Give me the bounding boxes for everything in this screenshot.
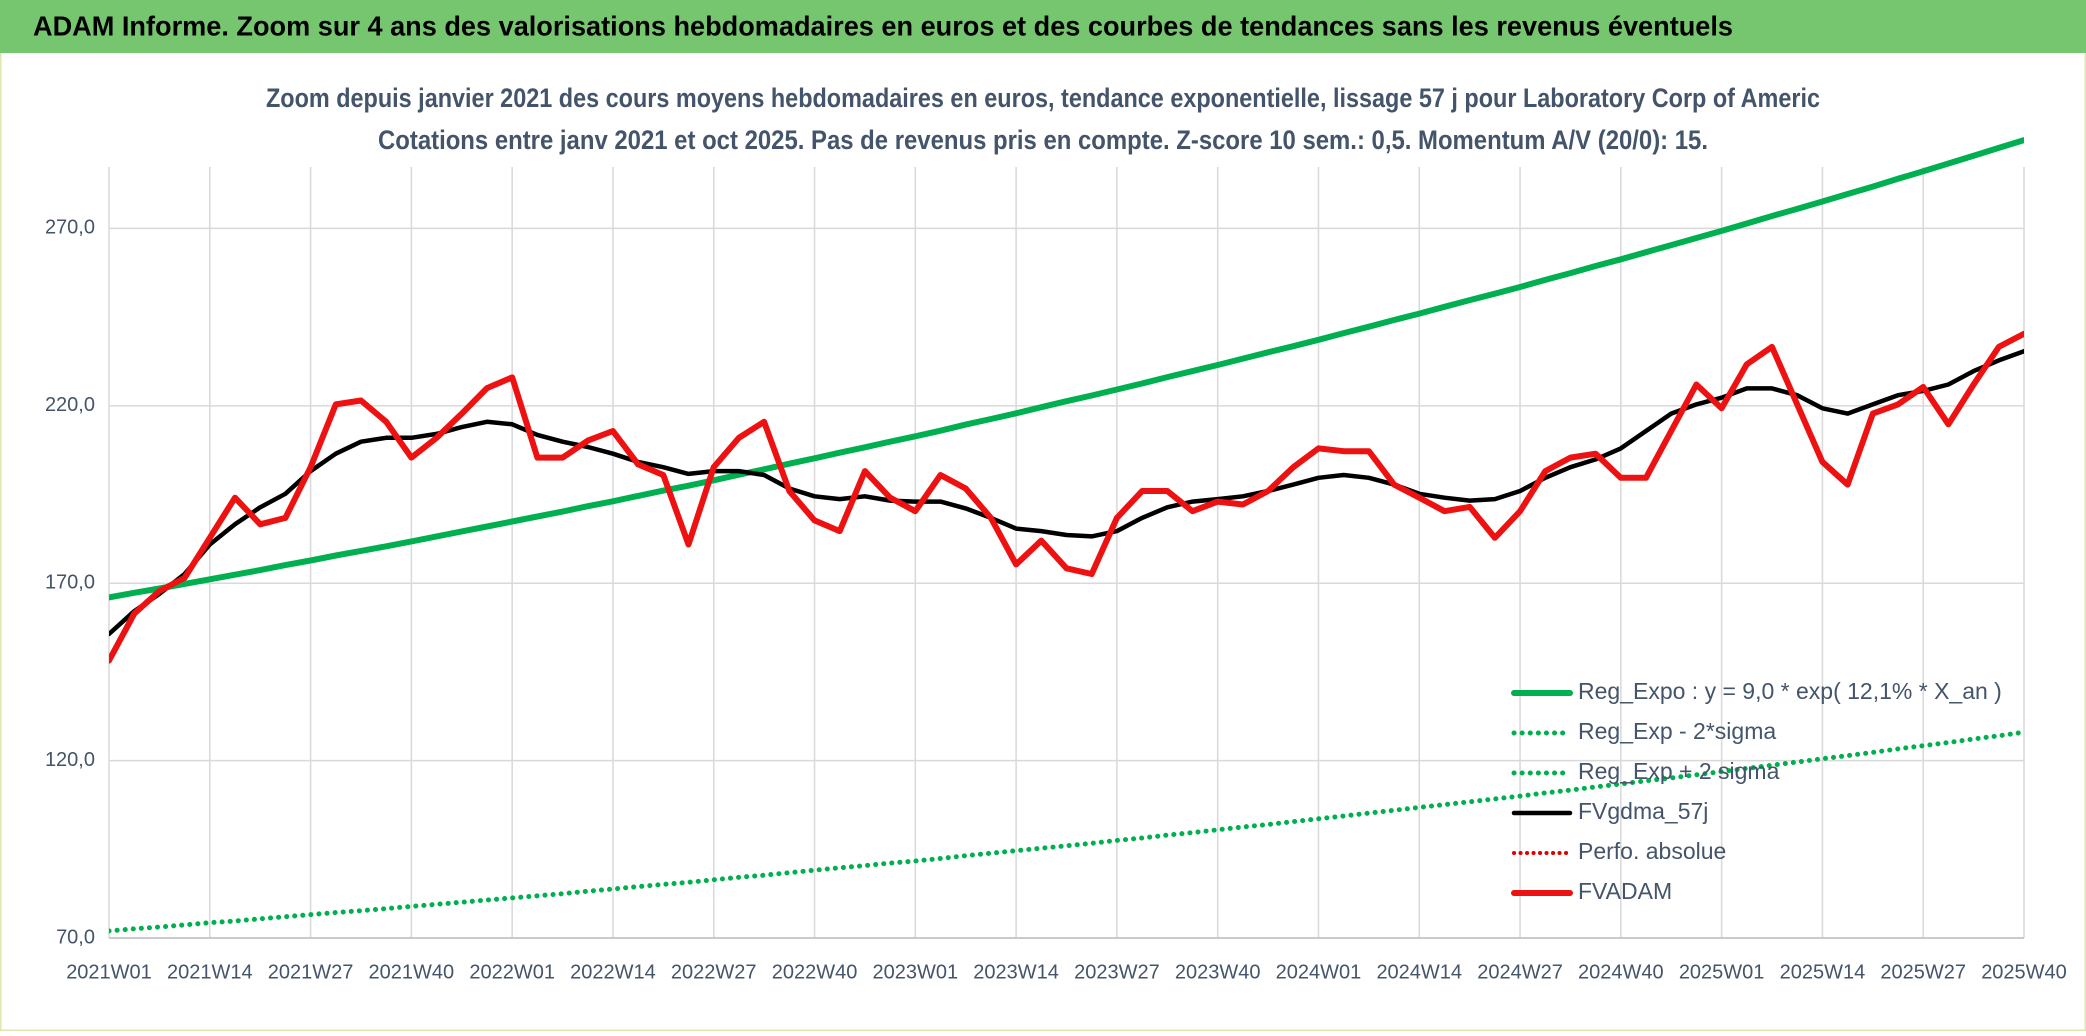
legend-label: FVADAM bbox=[1578, 878, 1672, 904]
series-line bbox=[109, 137, 2024, 601]
x-tick-label: 2021W01 bbox=[66, 961, 152, 983]
x-tick-label: 2022W01 bbox=[469, 961, 555, 983]
x-tick-label: 2024W01 bbox=[1276, 961, 1362, 983]
y-tick-label: 120,0 bbox=[45, 749, 95, 771]
x-tick-label: 2022W27 bbox=[671, 961, 757, 983]
y-tick-label: 220,0 bbox=[45, 394, 95, 416]
chart-subtitle: Cotations entre janv 2021 et oct 2025. P… bbox=[378, 125, 1708, 155]
y-tick-label: 170,0 bbox=[45, 571, 95, 593]
x-tick-label: 2021W27 bbox=[268, 961, 354, 983]
x-tick-label: 2024W14 bbox=[1376, 961, 1462, 983]
x-tick-label: 2025W01 bbox=[1679, 961, 1765, 983]
series-line bbox=[109, 330, 2024, 664]
x-tick-label: 2023W40 bbox=[1175, 961, 1261, 983]
legend-label: Perfo. absolue bbox=[1578, 838, 1726, 864]
x-tick-label: 2022W14 bbox=[570, 961, 656, 983]
x-tick-label: 2021W40 bbox=[369, 961, 455, 983]
series-line bbox=[109, 348, 2024, 637]
x-tick-label: 2022W40 bbox=[772, 961, 858, 983]
y-tick-label: 70,0 bbox=[56, 926, 95, 948]
series-line bbox=[109, 729, 2024, 934]
legend-label: Reg_Exp - 2*sigma bbox=[1578, 718, 1776, 744]
plot-lines bbox=[109, 137, 2024, 934]
x-tick-label: 2021W14 bbox=[167, 961, 253, 983]
x-tick-label: 2023W01 bbox=[873, 961, 959, 983]
x-tick-label: 2025W14 bbox=[1780, 961, 1866, 983]
x-tick-label: 2023W14 bbox=[973, 961, 1059, 983]
legend: Reg_Expo : y = 9,0 * exp( 12,1% * X_an )… bbox=[1511, 678, 2002, 904]
x-tick-label: 2023W27 bbox=[1074, 961, 1160, 983]
header-title: ADAM Informe. Zoom sur 4 ans des valoris… bbox=[33, 10, 1733, 41]
chart-subtitle: Zoom depuis janvier 2021 des cours moyen… bbox=[266, 83, 1820, 113]
x-tick-label: 2024W27 bbox=[1477, 961, 1563, 983]
legend-label: Reg_Expo : y = 9,0 * exp( 12,1% * X_an ) bbox=[1578, 678, 2002, 704]
x-tick-label: 2025W27 bbox=[1880, 961, 1966, 983]
legend-label: Reg_Exp + 2 sigma bbox=[1578, 758, 1780, 784]
x-tick-label: 2025W40 bbox=[1981, 961, 2067, 983]
x-tick-label: 2024W40 bbox=[1578, 961, 1664, 983]
y-tick-label: 270,0 bbox=[45, 217, 95, 239]
legend-label: FVgdma_57j bbox=[1578, 798, 1708, 824]
header-bar bbox=[0, 0, 2086, 53]
grid: 70,0 120,0 170,0 220,0 270,0 2021W01 2021W14 20… bbox=[45, 167, 2067, 983]
